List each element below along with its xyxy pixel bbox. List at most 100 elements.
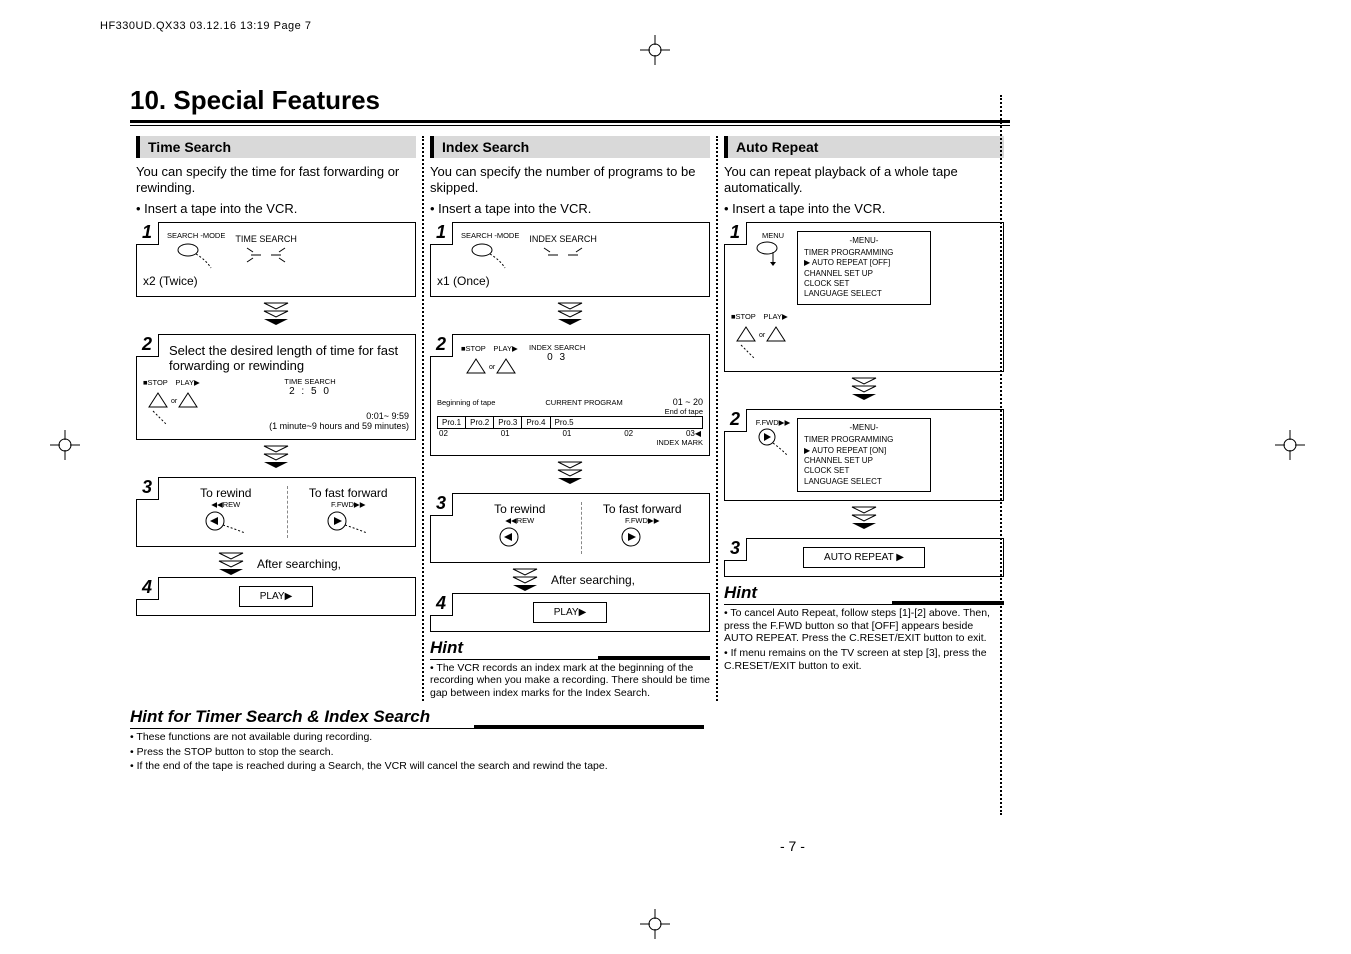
menu-osd: -MENU- TIMER PROGRAMMING ▶ AUTO REPEAT […	[797, 231, 931, 305]
rew-button-icon	[201, 509, 251, 535]
crop-mark-bottom	[640, 909, 670, 939]
down-arrow-icon	[505, 567, 545, 593]
play-label: PLAY▶	[493, 344, 517, 353]
index-mark-label: INDEX MARK	[437, 438, 703, 447]
ts-play-label: PLAY▶	[239, 586, 314, 607]
svg-text:or: or	[759, 332, 766, 339]
ts3-ffwd: To fast forward	[288, 486, 410, 500]
page-title: 10. Special Features	[130, 85, 1010, 116]
step-number: 4	[430, 593, 453, 616]
ffwd-label: F.FWD▶▶	[582, 516, 704, 525]
stop-label: ■STOP	[461, 344, 486, 353]
step-number: 1	[136, 222, 159, 245]
page-number: - 7 -	[780, 838, 805, 854]
title-underline	[130, 120, 1010, 126]
is-hint-title: Hint	[430, 638, 710, 660]
ar-hint-2: • If menu remains on the TV screen at st…	[724, 647, 1004, 672]
index-numbers: 02 01 01 02 03◀	[437, 429, 703, 438]
combined-hint-2: • Press the STOP button to stop the sear…	[130, 746, 704, 759]
remote-button-icon	[176, 240, 216, 270]
stop-label: ■STOP	[143, 378, 168, 387]
is2-osd-label: INDEX SEARCH	[529, 343, 585, 352]
combined-hint-3: • If the end of the tape is reached duri…	[130, 760, 704, 773]
prog-cell: Pro.1	[438, 417, 466, 428]
search-mode-label: SEARCH -MODE	[167, 231, 225, 240]
ts-step3: 3 To rewind ◀◀REW To fast forward F.FWD▶…	[136, 477, 416, 547]
ts-step1: 1 SEARCH -MODE TIME SEARCH x2 (Twice)	[136, 222, 416, 297]
ts2-osd-value: 2 : 5 0	[211, 386, 409, 397]
menu-osd: -MENU- TIMER PROGRAMMING ▶ AUTO REPEAT […	[797, 418, 931, 492]
play-label: PLAY▶	[763, 312, 787, 321]
step-number: 3	[724, 538, 747, 561]
menu-label: MENU	[755, 231, 791, 240]
ar-hint-1: • To cancel Auto Repeat, follow steps [1…	[724, 607, 1004, 645]
ts-step2-text: Select the desired length of time for fa…	[169, 343, 409, 373]
crop-mark-left	[50, 430, 80, 460]
up-down-buttons-icon: or	[461, 353, 521, 389]
time-search-heading: Time Search	[136, 136, 416, 158]
ts3-after: After searching,	[257, 557, 341, 571]
menu-button-icon	[755, 240, 791, 266]
is2-osd-value: 0 3	[529, 352, 585, 363]
down-arrow-icon	[724, 505, 1004, 536]
is3-rewind: To rewind	[459, 502, 581, 516]
ts2-range-note: (1 minute~9 hours and 59 minutes)	[211, 421, 409, 431]
ts-osd-label: TIME SEARCH	[235, 234, 297, 244]
tape-end: End of tape	[437, 407, 703, 416]
auto-repeat-insert: • Insert a tape into the VCR.	[724, 201, 1004, 216]
is-step3: 3 To rewind ◀◀REW To fast forward F.FWD▶…	[430, 493, 710, 563]
is3-after: After searching,	[551, 573, 635, 587]
step-number: 4	[136, 577, 159, 600]
right-divider	[1000, 95, 1002, 815]
svg-text:or: or	[489, 364, 496, 371]
is2-range: 01 ~ 20	[673, 397, 703, 407]
ts3-rewind: To rewind	[165, 486, 287, 500]
step-number: 1	[430, 222, 453, 245]
step-number: 3	[136, 477, 159, 500]
ts2-range: 0:01~ 9:59	[211, 411, 409, 421]
down-arrow-icon	[211, 551, 251, 577]
ar-step1: 1 MENU -MENU- TIMER PROGRAMMING ▶ AUTO R…	[724, 222, 1004, 372]
prog-cell: Pro.2	[466, 417, 494, 428]
is-hint-body: • The VCR records an index mark at the b…	[430, 662, 710, 700]
is-step4: 4 PLAY▶	[430, 593, 710, 632]
ffwd-label: F.FWD▶▶	[288, 500, 410, 509]
ffwd-button-icon	[755, 427, 791, 457]
is-press-count: x1 (Once)	[437, 274, 703, 288]
auto-repeat-intro: You can repeat playback of a whole tape …	[724, 164, 1004, 197]
auto-repeat-heading: Auto Repeat	[724, 136, 1004, 158]
prog-cell: Pro.5	[551, 417, 578, 428]
step-number: 3	[430, 493, 453, 516]
program-bar: Pro.1 Pro.2 Pro.3 Pro.4 Pro.5	[437, 416, 703, 429]
rew-label: ◀◀REW	[459, 516, 581, 525]
rew-button-icon	[495, 525, 545, 551]
down-arrow-icon	[724, 376, 1004, 407]
step-number: 2	[136, 334, 159, 357]
ffwd-button-icon	[617, 525, 667, 551]
step-number: 2	[430, 334, 453, 357]
index-search-intro: You can specify the number of programs t…	[430, 164, 710, 197]
down-arrow-icon	[430, 301, 710, 332]
combined-hint-title: Hint for Timer Search & Index Search	[130, 707, 704, 729]
ts-step2: 2 Select the desired length of time for …	[136, 334, 416, 440]
tape-begin: Beginning of tape	[437, 398, 495, 407]
crop-mark-top	[640, 35, 670, 65]
current-program: CURRENT PROGRAM	[545, 398, 622, 407]
ts2-osd-label: TIME SEARCH	[211, 377, 409, 386]
ts-press-count: x2 (Twice)	[143, 274, 409, 288]
stop-label: ■STOP	[731, 312, 756, 321]
index-search-insert: • Insert a tape into the VCR.	[430, 201, 710, 216]
is3-ffwd: To fast forward	[582, 502, 704, 516]
time-search-insert: • Insert a tape into the VCR.	[136, 201, 416, 216]
is-osd-label: INDEX SEARCH	[529, 234, 597, 244]
rew-label: ◀◀REW	[165, 500, 287, 509]
ar-step2: 2 F.FWD▶▶ -MENU- TIMER PROGRAMMING ▶ AUT…	[724, 409, 1004, 501]
combined-hint-1: • These functions are not available duri…	[130, 731, 704, 744]
down-arrow-icon	[136, 301, 416, 332]
remote-button-icon	[470, 240, 510, 270]
ffwd-label: F.FWD▶▶	[755, 418, 791, 427]
is-step1: 1 SEARCH -MODE INDEX SEARCH x1 (Once)	[430, 222, 710, 297]
time-search-intro: You can specify the time for fast forwar…	[136, 164, 416, 197]
is-play-label: PLAY▶	[533, 602, 608, 623]
svg-text:or: or	[171, 398, 178, 405]
